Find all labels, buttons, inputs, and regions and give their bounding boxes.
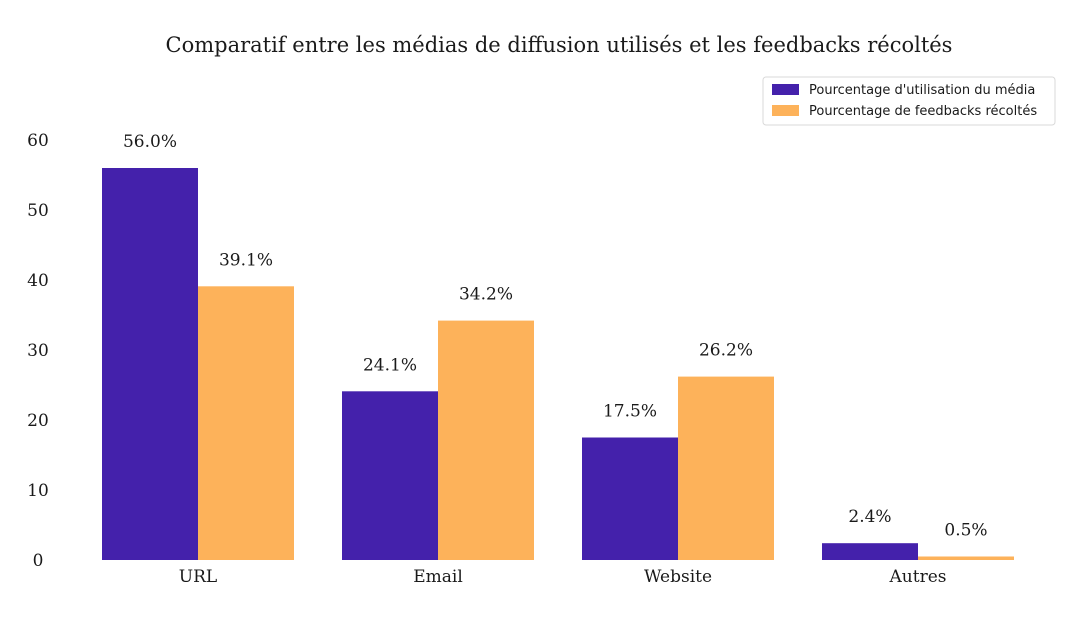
bar-website-series-1 xyxy=(678,376,774,560)
x-tick-label: Email xyxy=(413,567,463,587)
bar-url-series-0 xyxy=(102,168,198,560)
y-tick-label: 0 xyxy=(33,551,44,571)
bar-autres-series-0 xyxy=(822,543,918,560)
x-axis: URL Email Website Autres xyxy=(179,567,947,587)
legend-swatch-feedbacks xyxy=(772,105,799,116)
y-tick-label: 10 xyxy=(27,481,49,501)
chart-title: Comparatif entre les médias de diffusion… xyxy=(166,33,953,57)
legend-label-usage: Pourcentage d'utilisation du média xyxy=(809,83,1035,98)
bar-url-series-1 xyxy=(198,286,294,560)
data-label-website-series-1: 26.2% xyxy=(699,341,753,361)
bar-autres-series-1 xyxy=(918,556,1014,560)
data-label-url-series-0: 56.0% xyxy=(123,132,177,152)
x-tick-label: Autres xyxy=(889,567,947,587)
data-label-url-series-1: 39.1% xyxy=(219,250,273,270)
value-labels: 56.0% 39.1% 24.1% 34.2% 17.5% 26.2% 2.4% 0.5% xyxy=(123,132,988,541)
legend-frame xyxy=(762,76,1056,126)
data-label-autres-series-0: 2.4% xyxy=(848,507,891,527)
bar-website-series-0 xyxy=(582,437,678,560)
x-tick-label: Website xyxy=(644,567,712,587)
y-tick-label: 30 xyxy=(27,341,49,361)
bar-email-series-1 xyxy=(438,320,534,560)
y-tick-label: 40 xyxy=(27,271,49,291)
data-label-email-series-1: 34.2% xyxy=(459,285,513,305)
data-label-website-series-0: 17.5% xyxy=(603,402,657,422)
data-label-autres-series-1: 0.5% xyxy=(944,521,987,541)
y-tick-label: 60 xyxy=(27,131,49,151)
x-tick-label: URL xyxy=(179,567,217,587)
y-tick-label: 20 xyxy=(27,411,49,431)
y-axis: 0 10 20 30 40 50 60 xyxy=(27,131,49,571)
legend-swatch-usage xyxy=(772,84,799,95)
data-label-email-series-0: 24.1% xyxy=(363,355,417,375)
bars xyxy=(102,168,1014,560)
bar-email-series-0 xyxy=(342,391,438,560)
y-tick-label: 50 xyxy=(27,201,49,221)
legend-label-feedbacks: Pourcentage de feedbacks récoltés xyxy=(809,104,1037,119)
legend: Pourcentage d'utilisation du média Pourc… xyxy=(762,76,1056,126)
